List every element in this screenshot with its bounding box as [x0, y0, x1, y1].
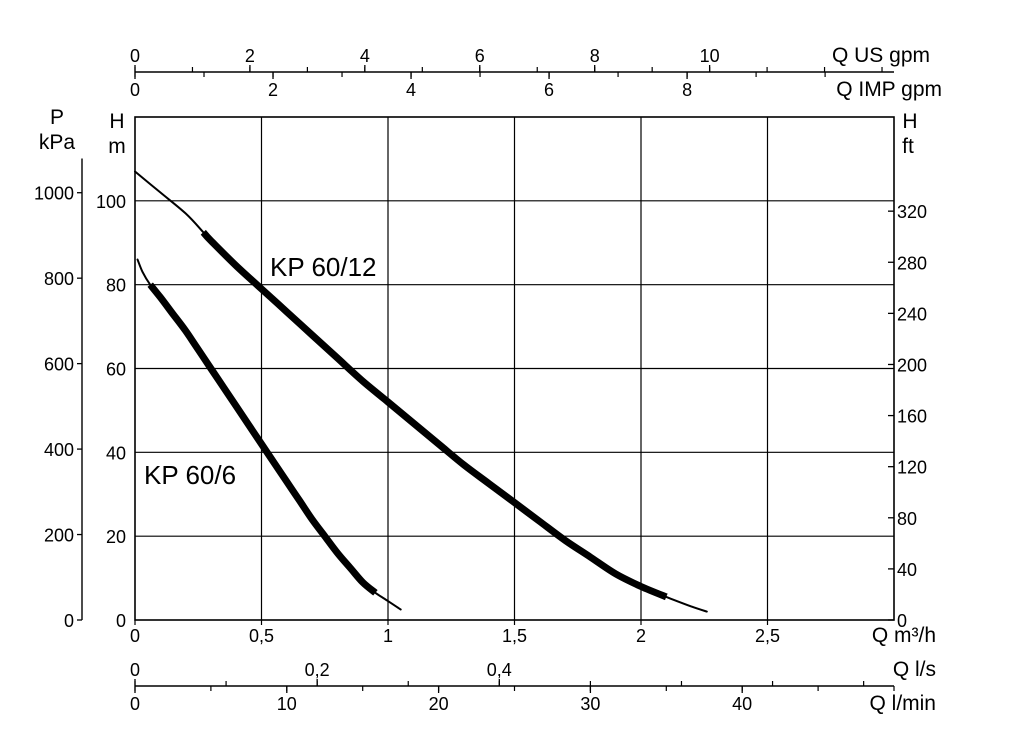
grid-lines [135, 117, 894, 620]
flow-tick-label: 0 [130, 80, 140, 100]
series-label: KP 60/6 [144, 460, 236, 490]
pressure-tick-label: 400 [44, 440, 74, 460]
series-line [136, 258, 402, 611]
y-tick-label: 100 [96, 192, 126, 212]
x-tick-label: 1,5 [502, 626, 527, 646]
flow-tick-label: 30 [580, 694, 600, 714]
feet-tick-label: 200 [897, 355, 927, 375]
flow-tick-label: 4 [360, 46, 370, 66]
flow-tick-label: 0 [130, 46, 140, 66]
pump-curves [134, 170, 708, 613]
feet-tick-label: 160 [897, 407, 927, 427]
flow-tick-label: 8 [682, 80, 692, 100]
feet-tick-label: 320 [897, 202, 927, 222]
y-tick-label: 0 [116, 611, 126, 631]
x-tick-label: 0 [130, 626, 140, 646]
x-tick-label: 2,5 [755, 626, 780, 646]
pressure-tick-label: 800 [44, 269, 74, 289]
series-duty-segment [147, 282, 378, 596]
flow-tick-label: 40 [732, 694, 752, 714]
flow-tick-label: 0 [130, 660, 140, 680]
x-tick-label: 1 [383, 626, 393, 646]
flow-tick-label: 10 [277, 694, 297, 714]
series-labels: KP 60/12 KP 60/6 [144, 252, 377, 490]
pressure-tick-label: 600 [44, 355, 74, 375]
feet-tick-label: 0 [897, 611, 907, 631]
series-duty-segment [200, 229, 668, 601]
flow-tick-label: 6 [475, 46, 485, 66]
flow-tick-label: 10 [700, 46, 720, 66]
feet-tick-label: 120 [897, 458, 927, 478]
pressure-axis-unit: kPa [39, 131, 76, 154]
flow-tick-label: 6 [544, 80, 554, 100]
pressure-axis-label: P [50, 106, 64, 129]
y-tick-label: 40 [106, 443, 126, 463]
flow-axis-label: Q l/s [893, 658, 936, 681]
y-tick-label: 60 [106, 360, 126, 380]
y-tick-label: 80 [106, 276, 126, 296]
pressure-tick-label: 0 [64, 611, 74, 631]
x-tick-label: 2 [636, 626, 646, 646]
flow-axis-label: Q IMP gpm [836, 78, 942, 101]
flow-tick-label: 0 [130, 694, 140, 714]
x-tick-label: 0,5 [249, 626, 274, 646]
feet-axis-label: H [902, 110, 917, 133]
flow-axis-label: Q US gpm [832, 44, 930, 67]
feet-tick-label: 240 [897, 304, 927, 324]
y-tick-label: 20 [106, 527, 126, 547]
flow-tick-label: 2 [245, 46, 255, 66]
pressure-tick-label: 200 [44, 526, 74, 546]
series-label: KP 60/12 [270, 252, 377, 282]
flow-tick-label: 4 [406, 80, 416, 100]
flow-tick-label: 0,4 [487, 660, 512, 680]
pressure-tick-label: 1000 [34, 184, 74, 204]
y-axis-unit: m [108, 135, 126, 158]
series-line [134, 170, 708, 613]
x-axis-label: Q m³/h [872, 624, 936, 647]
flow-tick-label: 8 [590, 46, 600, 66]
y-axis-label: H [109, 110, 124, 133]
flow-tick-label: 20 [429, 694, 449, 714]
feet-tick-label: 280 [897, 253, 927, 273]
feet-tick-label: 40 [897, 560, 917, 580]
flow-axis-label: Q l/min [869, 692, 936, 715]
flow-tick-label: 0,2 [305, 660, 330, 680]
flow-tick-label: 2 [268, 80, 278, 100]
feet-axis-unit: ft [902, 135, 914, 158]
feet-tick-label: 80 [897, 509, 917, 529]
